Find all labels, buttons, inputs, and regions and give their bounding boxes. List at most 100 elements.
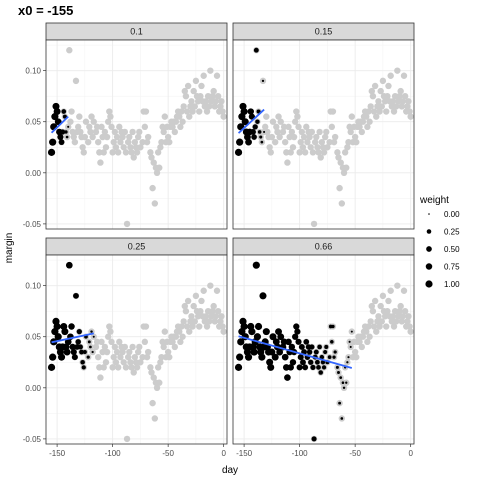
weighted-point	[263, 130, 266, 133]
weighted-point	[338, 401, 342, 405]
background-point	[77, 128, 84, 136]
weighted-point	[234, 148, 243, 156]
background-point	[207, 282, 214, 289]
x-tick-label: 0	[408, 449, 413, 458]
background-point	[207, 67, 214, 74]
legend-entry-label: 0.25	[444, 228, 460, 237]
background-point	[387, 287, 394, 294]
background-point	[377, 302, 384, 310]
background-point	[96, 364, 103, 371]
background-point	[171, 128, 179, 136]
background-point	[144, 133, 152, 141]
background-point	[220, 328, 227, 335]
background-point	[107, 113, 114, 120]
weighted-point	[277, 333, 285, 341]
background-point	[142, 108, 150, 115]
background-point	[331, 133, 339, 141]
weighted-point	[323, 349, 328, 355]
background-point	[132, 144, 140, 151]
background-point	[157, 144, 164, 151]
background-point	[101, 343, 109, 351]
background-point	[329, 108, 337, 115]
background-point	[385, 297, 392, 305]
background-point	[335, 154, 342, 161]
background-point	[98, 338, 105, 346]
background-point	[324, 144, 331, 151]
background-point	[94, 138, 102, 146]
background-point	[153, 384, 161, 392]
weighted-point	[350, 330, 353, 333]
background-point	[154, 149, 162, 156]
background-point	[93, 123, 101, 131]
legend-entry-label: 1.00	[444, 280, 460, 289]
weighted-point	[53, 322, 61, 331]
background-point	[314, 144, 321, 151]
background-point	[70, 133, 77, 141]
background-point	[203, 323, 211, 330]
panel-border	[232, 254, 415, 445]
background-point	[92, 343, 100, 351]
background-point	[148, 154, 155, 161]
legend: weight 0.00 0.25 0.50 0.75 1.00	[419, 195, 460, 289]
weighted-point	[62, 343, 70, 351]
weighted-point	[61, 328, 69, 336]
background-point	[379, 292, 387, 300]
weighted-point	[63, 348, 71, 356]
weighted-point	[267, 363, 275, 371]
weighted-point	[259, 292, 267, 300]
background-point	[401, 92, 409, 100]
background-point	[181, 87, 189, 95]
background-point	[213, 287, 221, 294]
background-point	[387, 72, 394, 79]
background-point	[81, 133, 89, 141]
background-point	[88, 113, 95, 120]
background-point	[93, 338, 101, 346]
background-point	[347, 128, 354, 136]
background-point	[136, 343, 143, 351]
weighted-point	[47, 363, 56, 371]
background-point	[144, 348, 152, 356]
weighted-point	[64, 338, 72, 346]
background-point	[399, 98, 407, 105]
background-point	[366, 333, 373, 340]
weighted-point	[57, 353, 66, 361]
background-point	[264, 128, 271, 136]
background-point	[90, 118, 97, 125]
background-point	[139, 353, 146, 361]
background-point	[220, 113, 227, 120]
weighted-point	[321, 365, 327, 370]
background-point	[120, 359, 127, 366]
background-point	[190, 87, 197, 95]
background-point	[107, 328, 114, 335]
weighted-point	[285, 338, 292, 346]
background-point	[365, 323, 372, 330]
weighted-point	[262, 328, 270, 336]
background-point	[405, 98, 412, 105]
background-point	[296, 149, 303, 156]
weighted-point	[236, 138, 244, 146]
weighted-point	[87, 340, 91, 344]
weighted-point	[332, 355, 336, 359]
background-point	[277, 118, 284, 125]
weighted-point	[247, 108, 254, 115]
background-point	[204, 307, 212, 315]
background-point	[80, 149, 87, 156]
weighted-points	[47, 102, 70, 156]
weighted-point	[324, 344, 329, 349]
background-point	[315, 149, 322, 156]
background-point	[149, 184, 156, 192]
weighted-point	[276, 348, 284, 356]
background-point	[385, 82, 392, 90]
background-point	[134, 133, 142, 141]
background-point	[108, 123, 115, 131]
background-point	[97, 159, 104, 166]
background-point	[218, 98, 225, 105]
background-point	[389, 313, 397, 320]
background-point	[295, 123, 302, 131]
background-point	[149, 399, 156, 407]
weighted-point	[47, 148, 56, 156]
background-point	[394, 67, 401, 74]
legend-key	[425, 263, 433, 270]
background-point	[106, 108, 113, 115]
